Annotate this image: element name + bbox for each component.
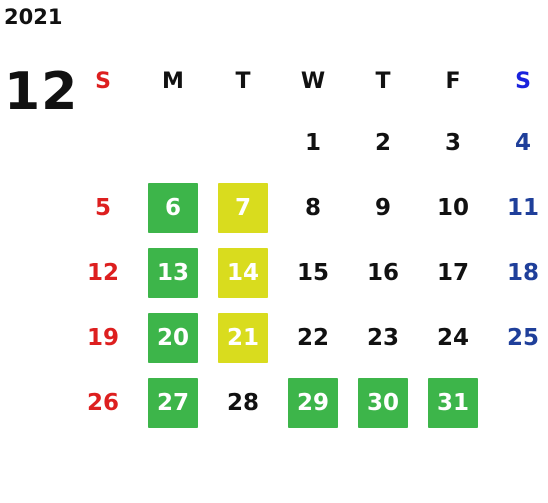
calendar-day-number: 17 — [436, 259, 469, 286]
calendar-day[interactable]: 26 — [68, 370, 138, 435]
calendar-day[interactable]: 22 — [278, 305, 348, 370]
calendar-day[interactable]: 30 — [348, 370, 418, 435]
calendar-day-number: 31 — [428, 377, 478, 428]
calendar-day[interactable]: 2 — [348, 110, 418, 175]
calendar-day[interactable]: 31 — [418, 370, 488, 435]
calendar-day-number: 24 — [436, 324, 469, 351]
calendar-day[interactable]: 20 — [138, 305, 208, 370]
weekday-header-fri: F — [445, 68, 461, 94]
calendar-day[interactable]: 10 — [418, 175, 488, 240]
calendar-day-number: 22 — [296, 324, 329, 351]
calendar-day-number: 14 — [218, 247, 268, 298]
calendar-day[interactable]: 17 — [418, 240, 488, 305]
calendar-day[interactable]: 24 — [418, 305, 488, 370]
calendar-empty-cell — [138, 110, 208, 175]
calendar-day-number: 5 — [94, 194, 111, 221]
calendar-day[interactable]: 8 — [278, 175, 348, 240]
calendar-day-number: 2 — [374, 129, 391, 156]
calendar-day-number: 29 — [288, 377, 338, 428]
calendar-day-number: 1 — [304, 129, 321, 156]
calendar-day-number: 26 — [86, 389, 119, 416]
calendar-day[interactable]: 15 — [278, 240, 348, 305]
calendar-day[interactable]: 14 — [208, 240, 278, 305]
calendar-day-number: 9 — [374, 194, 391, 221]
weekday-header-sat: S — [515, 68, 531, 94]
calendar-day-number: 16 — [366, 259, 399, 286]
calendar-day[interactable]: 4 — [488, 110, 548, 175]
calendar-day[interactable]: 6 — [138, 175, 208, 240]
calendar-empty-cell — [488, 370, 548, 435]
weekday-header-thu: T — [375, 68, 391, 94]
calendar-day-number: 4 — [514, 129, 531, 156]
calendar-day[interactable]: 11 — [488, 175, 548, 240]
weekday-header-tue: T — [235, 68, 251, 94]
calendar-day[interactable]: 3 — [418, 110, 488, 175]
calendar-day[interactable]: 29 — [278, 370, 348, 435]
calendar-day[interactable]: 12 — [68, 240, 138, 305]
calendar-day-number: 15 — [296, 259, 329, 286]
calendar-day[interactable]: 1 — [278, 110, 348, 175]
calendar-day-number: 10 — [436, 194, 469, 221]
calendar-day-number: 18 — [506, 259, 539, 286]
calendar-day-number: 8 — [304, 194, 321, 221]
calendar-day[interactable]: 7 — [208, 175, 278, 240]
calendar-day-number: 7 — [218, 182, 268, 233]
calendar-day-number: 6 — [148, 182, 198, 233]
calendar-day-number: 12 — [86, 259, 119, 286]
calendar-day[interactable]: 13 — [138, 240, 208, 305]
calendar-grid: S M T W T F S 1 2 3 4 5 6 7 8 9 10 11 12 13 14 15 16 17 1… — [68, 52, 544, 435]
calendar-day-number: 3 — [444, 129, 461, 156]
calendar-day[interactable]: 25 — [488, 305, 548, 370]
weekday-header-wed: W — [300, 68, 326, 94]
calendar-day[interactable]: 5 — [68, 175, 138, 240]
calendar-day[interactable]: 21 — [208, 305, 278, 370]
calendar-day-number: 28 — [226, 389, 259, 416]
calendar-year: 2021 — [4, 5, 63, 29]
calendar-day-number: 30 — [358, 377, 408, 428]
calendar-day-number: 13 — [148, 247, 198, 298]
calendar-day[interactable]: 9 — [348, 175, 418, 240]
calendar-day[interactable]: 19 — [68, 305, 138, 370]
calendar-day-number: 23 — [366, 324, 399, 351]
calendar-day[interactable]: 27 — [138, 370, 208, 435]
calendar-day[interactable]: 18 — [488, 240, 548, 305]
calendar-day[interactable]: 28 — [208, 370, 278, 435]
calendar-day[interactable]: 23 — [348, 305, 418, 370]
calendar-day-number: 25 — [506, 324, 539, 351]
calendar-empty-cell — [208, 110, 278, 175]
calendar-day-number: 19 — [86, 324, 119, 351]
calendar-day-number: 11 — [506, 194, 539, 221]
calendar-day-number: 27 — [148, 377, 198, 428]
weekday-header-sun: S — [95, 68, 111, 94]
calendar-day-number: 20 — [148, 312, 198, 363]
weekday-header-mon: M — [162, 68, 184, 94]
calendar-empty-cell — [68, 110, 138, 175]
calendar-day-number: 21 — [218, 312, 268, 363]
calendar-month: 12 — [4, 62, 79, 122]
calendar-day[interactable]: 16 — [348, 240, 418, 305]
